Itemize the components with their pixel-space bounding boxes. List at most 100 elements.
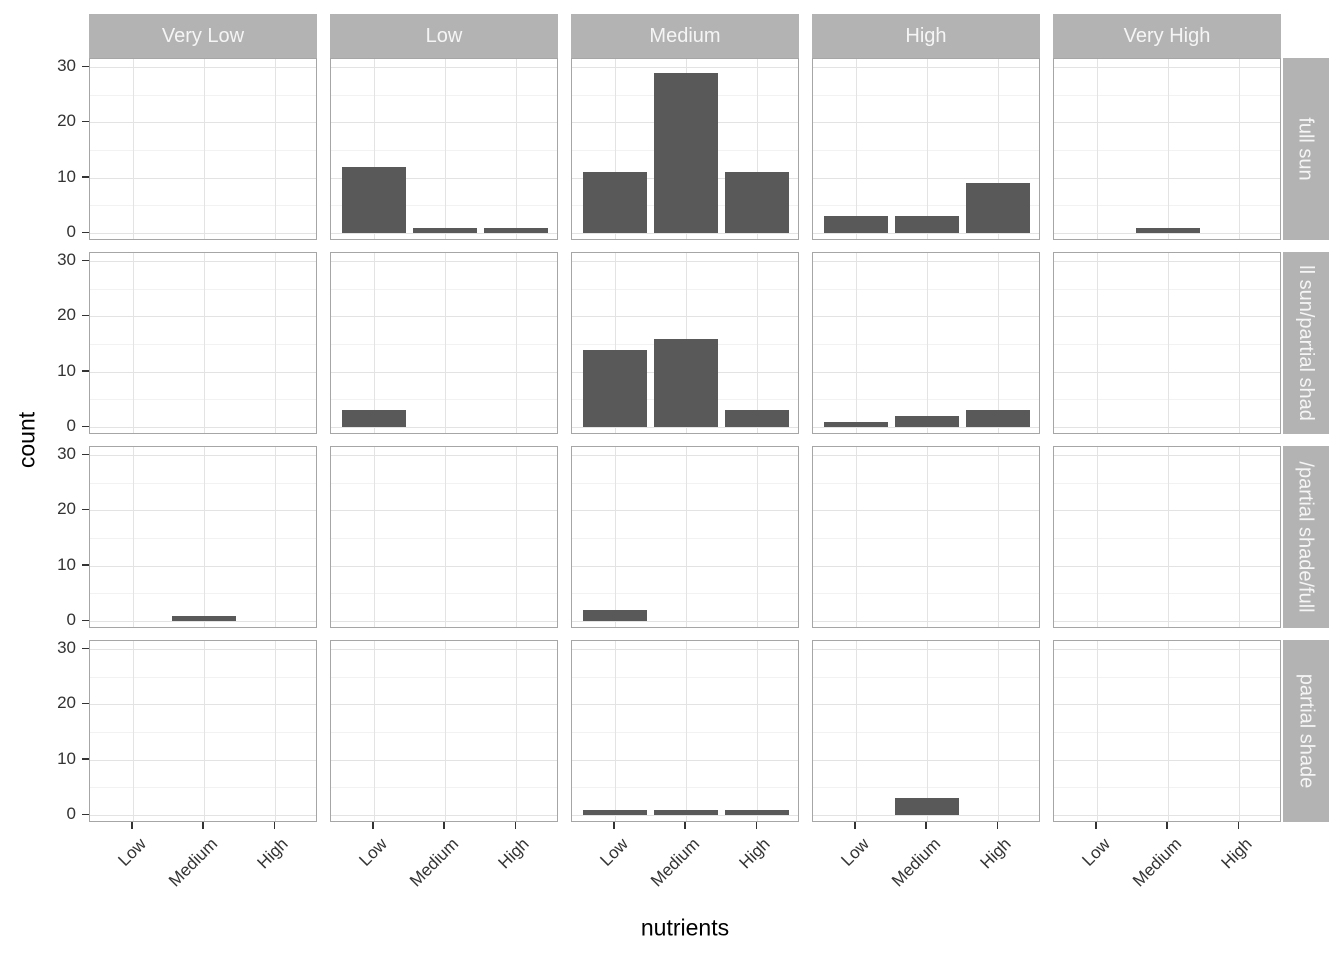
gridline-vertical bbox=[132, 447, 134, 627]
facet-row-strip: full sun bbox=[1283, 58, 1329, 240]
gridline-major bbox=[572, 316, 798, 318]
x-tick-mark bbox=[613, 822, 615, 829]
gridline-major bbox=[813, 371, 1039, 373]
x-tick-label: Medium bbox=[887, 834, 944, 891]
gridline-minor bbox=[1054, 205, 1280, 207]
y-tick-mark bbox=[82, 259, 89, 261]
x-tick-label: Low bbox=[596, 834, 632, 870]
gridline-vertical bbox=[1239, 641, 1241, 821]
gridline-minor bbox=[1054, 288, 1280, 290]
gridline-major bbox=[1054, 815, 1280, 816]
gridline-vertical bbox=[927, 253, 928, 433]
gridline-minor bbox=[90, 482, 316, 484]
y-tick-label: 10 bbox=[57, 360, 76, 380]
gridline-minor bbox=[572, 787, 798, 789]
gridline-minor bbox=[90, 676, 316, 678]
x-tick-label: Low bbox=[1078, 834, 1114, 870]
gridline-major bbox=[1054, 510, 1280, 512]
facet-column-label: Medium bbox=[649, 25, 721, 47]
gridline-vertical bbox=[686, 447, 687, 627]
y-tick-label: 20 bbox=[57, 305, 76, 325]
gridline-vertical bbox=[998, 447, 1000, 627]
gridline-vertical bbox=[614, 253, 616, 433]
facet-row-strip: ll sun/partial shad bbox=[1283, 252, 1329, 434]
bar bbox=[823, 421, 888, 427]
gridline-vertical bbox=[275, 59, 277, 239]
bar bbox=[895, 798, 959, 815]
gridline-major bbox=[90, 177, 316, 179]
gridline-major bbox=[1054, 261, 1280, 262]
gridline-vertical bbox=[1239, 59, 1241, 239]
y-tick-mark bbox=[82, 176, 89, 178]
bar bbox=[725, 410, 790, 427]
gridline-vertical bbox=[516, 59, 518, 239]
y-tick-mark bbox=[82, 231, 89, 233]
gridline-minor bbox=[813, 732, 1039, 733]
gridline-minor bbox=[813, 787, 1039, 789]
gridline-minor bbox=[331, 205, 557, 207]
gridline-major bbox=[90, 233, 316, 234]
gridline-major bbox=[1054, 427, 1280, 428]
gridline-minor bbox=[1054, 787, 1280, 789]
gridline-major bbox=[90, 759, 316, 761]
gridline-major bbox=[813, 649, 1039, 650]
gridline-major bbox=[572, 565, 798, 567]
gridline-major bbox=[90, 815, 316, 816]
panel bbox=[812, 446, 1040, 628]
gridline-vertical bbox=[275, 253, 277, 433]
gridline-vertical bbox=[445, 641, 446, 821]
y-tick-label: 10 bbox=[57, 166, 76, 186]
gridline-major bbox=[813, 233, 1039, 234]
gridline-major bbox=[813, 565, 1039, 567]
y-tick-label: 20 bbox=[57, 499, 76, 519]
y-tick-label: 0 bbox=[66, 222, 76, 241]
gridline-minor bbox=[813, 482, 1039, 484]
gridline-vertical bbox=[1168, 641, 1169, 821]
gridline-vertical bbox=[927, 59, 928, 239]
x-tick-label: High bbox=[976, 834, 1016, 873]
gridline-vertical bbox=[516, 253, 518, 433]
gridline-major bbox=[90, 510, 316, 512]
gridline-major bbox=[572, 455, 798, 456]
y-tick-label: 0 bbox=[66, 610, 76, 629]
gridline-vertical bbox=[855, 641, 857, 821]
bar bbox=[1136, 227, 1200, 233]
gridline-major bbox=[813, 177, 1039, 179]
gridline-major bbox=[331, 510, 557, 512]
x-tick-mark bbox=[854, 822, 856, 829]
y-tick-label: 30 bbox=[57, 250, 76, 269]
gridline-major bbox=[813, 427, 1039, 428]
y-tick-mark bbox=[82, 314, 89, 317]
gridline-vertical bbox=[445, 59, 446, 239]
panel bbox=[330, 58, 558, 240]
gridline-major bbox=[1054, 621, 1280, 622]
facet-row-label: ll sun/partial shad bbox=[1295, 265, 1317, 421]
gridline-major bbox=[331, 427, 557, 428]
gridline-minor bbox=[813, 593, 1039, 595]
gridline-vertical bbox=[1168, 59, 1169, 239]
gridline-vertical bbox=[1096, 447, 1098, 627]
gridline-major bbox=[1054, 704, 1280, 706]
gridline-major bbox=[813, 122, 1039, 124]
gridline-major bbox=[1054, 316, 1280, 318]
y-tick-mark bbox=[82, 425, 89, 427]
gridline-minor bbox=[1054, 150, 1280, 151]
bar bbox=[582, 172, 647, 233]
gridline-minor bbox=[1054, 538, 1280, 539]
gridline-major bbox=[813, 759, 1039, 761]
facet-row-label: /partial shade/full bbox=[1295, 461, 1318, 613]
x-tick-label: High bbox=[735, 834, 775, 873]
gridline-minor bbox=[813, 676, 1039, 678]
x-tick-mark bbox=[131, 822, 133, 829]
bar bbox=[654, 338, 718, 427]
gridline-minor bbox=[572, 482, 798, 484]
gridline-minor bbox=[331, 344, 557, 345]
panel bbox=[89, 446, 317, 628]
gridline-major bbox=[331, 704, 557, 706]
gridline-vertical bbox=[1096, 641, 1098, 821]
gridline-major bbox=[813, 67, 1039, 68]
x-tick-mark bbox=[372, 822, 374, 829]
gridline-minor bbox=[813, 538, 1039, 539]
bar bbox=[725, 809, 790, 815]
y-tick-mark bbox=[82, 758, 89, 760]
